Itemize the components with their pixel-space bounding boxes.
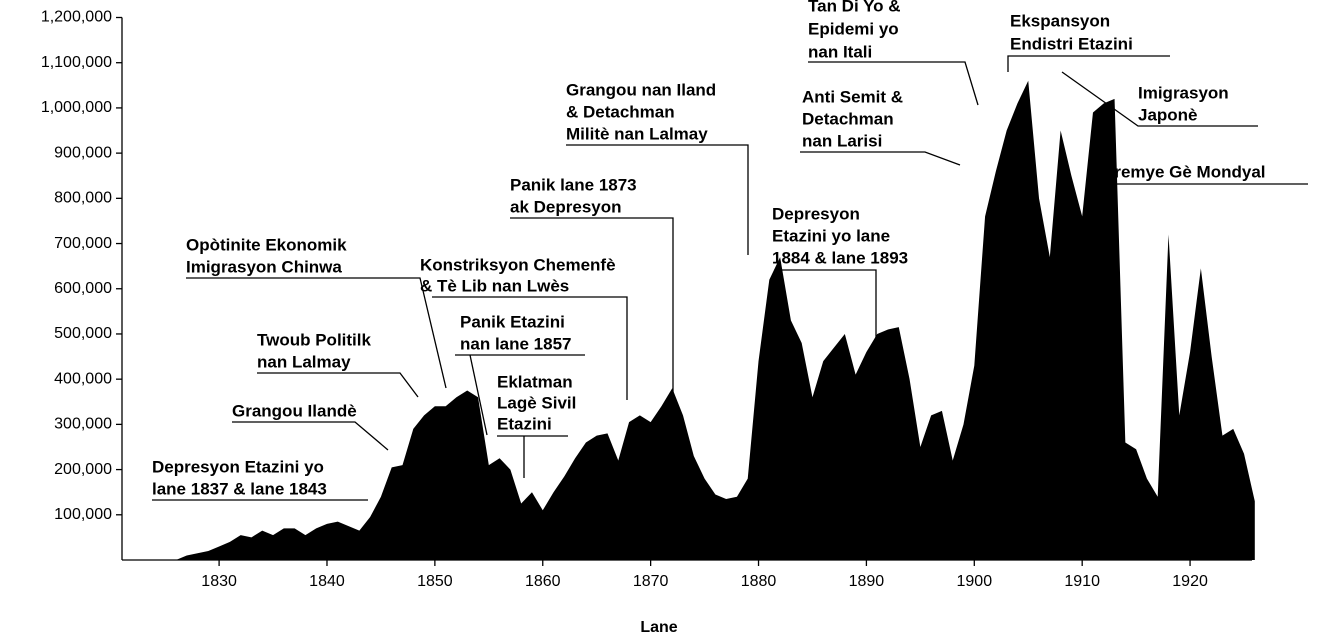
annotation-text: Japonè [1138,105,1198,124]
y-tick-label: 200,000 [54,461,112,478]
y-tick-label: 500,000 [54,325,112,342]
annotation-leader [1104,183,1308,425]
annotation-leader [1061,71,1258,127]
annotation-text: Epidemi yo [808,19,899,38]
annotation-text: Premye Gè Mondyal [1103,162,1266,181]
annotation-text: Detachman [802,109,894,128]
y-tick-label: 700,000 [54,235,112,252]
annotation-text: Etazini [497,414,552,433]
annotation-leader [257,372,419,398]
x-tick-label: 1870 [633,573,669,590]
annotation-leader [566,144,749,255]
annotation-text: Grangou nan Iland [566,80,716,99]
annotation-text: Grangou Ilandè [232,401,357,420]
annotation-text: Etazini yo lane [772,226,890,245]
annotation-text: Eklatman [497,372,573,391]
y-tick-label: 1,100,000 [41,54,112,71]
annotation-leader [432,296,628,400]
annotation-text: & Detachman [566,102,675,121]
annotation-text: Opòtinite Ekonomik [186,235,347,254]
y-tick-label: 600,000 [54,280,112,297]
y-tick-label: 100,000 [54,506,112,523]
y-tick-label: 300,000 [54,416,112,433]
x-axis-label: Lane [640,619,677,636]
annotation-leader [469,354,488,436]
annotation-text: nan Lalmay [257,352,351,371]
annotation-text: Twoub Politilk [257,330,371,349]
x-tick-label: 1850 [417,573,453,590]
annotation-text: Anti Semit & [802,87,903,106]
annotation-text: Depresyon [772,204,860,223]
annotation-text: Lagè Sivil [497,393,576,412]
annotation-text: Panik Etazini [460,312,565,331]
y-tick-label: 900,000 [54,144,112,161]
annotation-leader [186,277,447,389]
x-tick-label: 1840 [309,573,345,590]
x-tick-label: 1910 [1064,573,1100,590]
y-tick-label: 1,000,000 [41,99,112,116]
x-tick-label: 1830 [201,573,237,590]
annotation-leader [232,421,389,451]
x-tick-label: 1890 [849,573,885,590]
annotation-text: Depresyon Etazini yo [152,457,324,476]
x-tick-label: 1860 [525,573,561,590]
annotation-text: nan Itali [808,42,872,61]
annotation-text: Panik lane 1873 [510,175,637,194]
x-tick-label: 1880 [741,573,777,590]
annotation-text: ak Depresyon [510,197,622,216]
y-tick-label: 800,000 [54,190,112,207]
annotation-leader [808,61,979,106]
annotation-text: & Tè Lib nan Lwès [420,276,569,295]
annotation-text: nan lane 1857 [460,334,572,353]
annotation-leader [800,151,961,166]
x-tick-label: 1920 [1172,573,1208,590]
annotation-text: lane 1837 & lane 1843 [152,479,327,498]
y-tick-label: 1,200,000 [41,9,112,26]
annotation-text: nan Larisi [802,131,882,150]
annotation-text: Endistri Etazini [1010,34,1133,53]
annotation-text: Tan Di Yo & [808,0,901,15]
annotation-leader [510,217,674,405]
annotation-text: Militè nan Lalmay [566,124,708,143]
annotation-text: Imigrasyon [1138,83,1229,102]
annotation-text: Imigrasyon Chinwa [186,257,342,276]
annotation-text: 1884 & lane 1893 [772,248,908,267]
x-tick-label: 1900 [957,573,993,590]
y-tick-label: 400,000 [54,370,112,387]
annotation-leader [774,269,877,358]
annotation-text: Konstriksyon Chemenfè [420,255,616,274]
area [175,80,1255,561]
annotation-text: Ekspansyon [1010,11,1110,30]
annotation-leader [1007,55,1170,72]
